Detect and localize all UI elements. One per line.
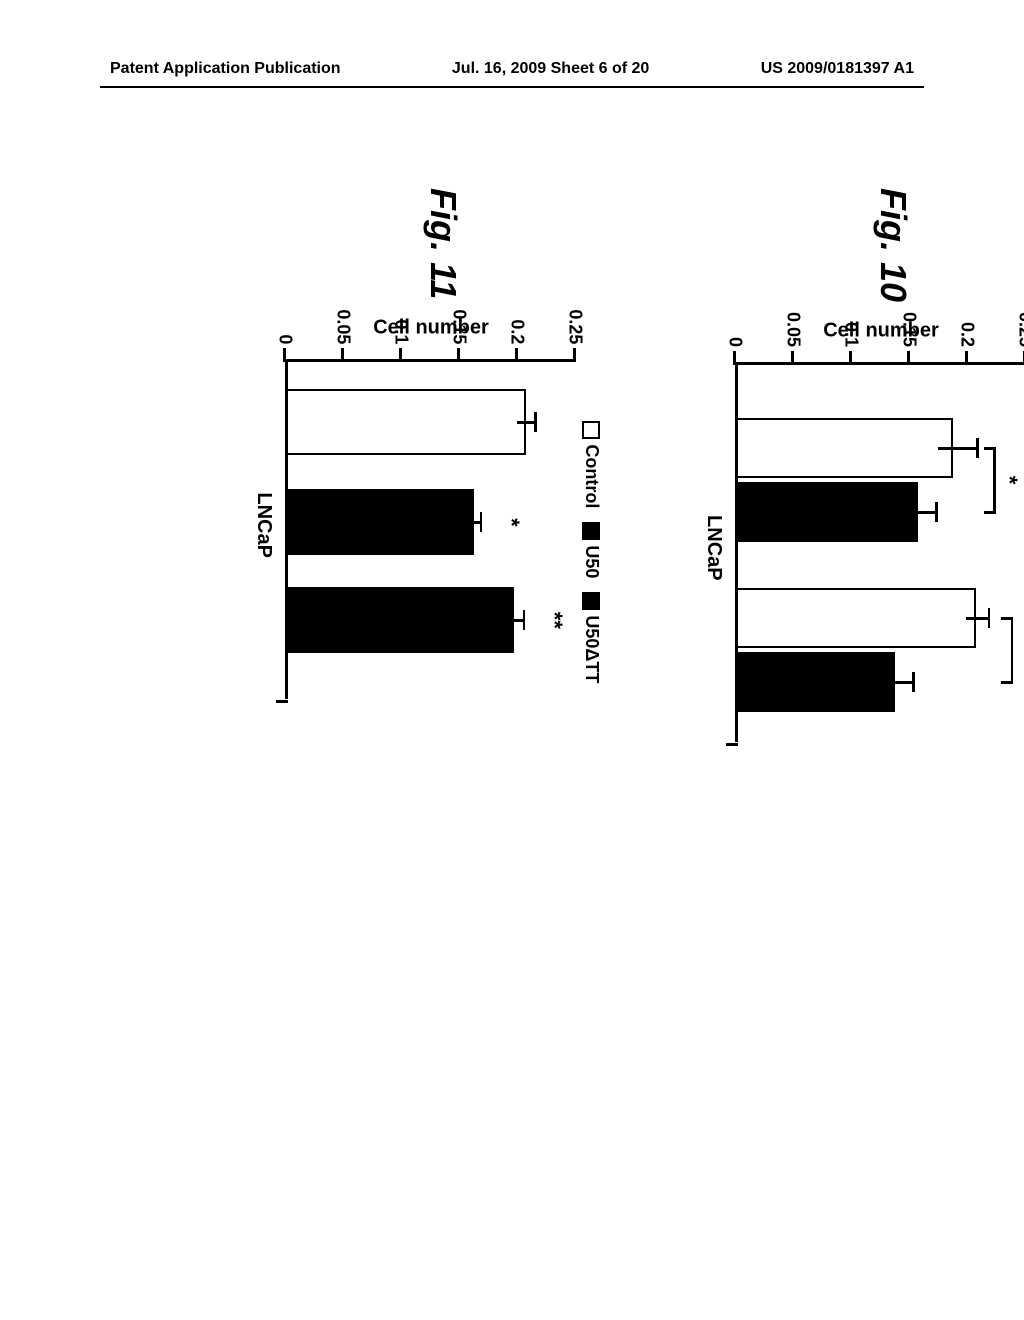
error-bar xyxy=(882,681,914,684)
ytick xyxy=(966,351,969,365)
legend-swatch xyxy=(583,522,601,540)
bar xyxy=(738,482,918,542)
error-cap xyxy=(534,412,537,432)
fig10-block: Fig. 10 ControlU50'U50/U50' Cell number … xyxy=(735,188,1024,742)
header-rule xyxy=(100,86,924,88)
fig11-chart: ControlU50U50ΔTT Cell number 00.050.10.1… xyxy=(285,359,602,699)
fig10-plot: Cell number 00.050.10.150.20.25LNCaP*** xyxy=(735,362,1024,742)
sig-label: * xyxy=(498,518,524,527)
sig-bracket-tick xyxy=(984,447,996,450)
sig-label: * xyxy=(996,476,1022,485)
ytick-label: 0.05 xyxy=(333,309,354,344)
ytick-label: 0.2 xyxy=(957,322,978,347)
bar xyxy=(288,489,474,555)
ytick xyxy=(734,351,737,365)
ytick-label: 0.1 xyxy=(841,322,862,347)
xtick xyxy=(276,700,288,703)
ytick xyxy=(574,348,577,362)
error-cap xyxy=(936,502,939,522)
legend-label: U50ΔTT xyxy=(581,615,602,683)
header-center: Jul. 16, 2009 Sheet 6 of 20 xyxy=(452,60,649,78)
legend-swatch xyxy=(583,592,601,610)
fig11-label: Fig. 11 xyxy=(423,188,465,299)
ytick xyxy=(792,351,795,365)
sig-label: ** xyxy=(1013,641,1024,658)
ytick-label: 0.15 xyxy=(899,312,920,347)
content-rotated: Fig. 10 ControlU50'U50/U50' Cell number … xyxy=(2,318,1022,1102)
bar xyxy=(738,588,976,648)
fig11-block: Fig. 11 ControlU50U50ΔTT Cell number 00.… xyxy=(285,188,602,699)
ytick xyxy=(400,348,403,362)
fig11-plot: Cell number 00.050.10.150.20.25LNCaP*** xyxy=(285,359,575,699)
error-bar xyxy=(938,447,979,450)
error-bar xyxy=(906,511,938,514)
legend-label: Control xyxy=(581,444,602,508)
legend-item: U50 xyxy=(581,522,602,578)
sig-bracket-tick xyxy=(1001,681,1013,684)
xlabel: LNCaP xyxy=(252,492,275,558)
ytick-label: 0.25 xyxy=(1015,312,1024,347)
error-bar xyxy=(966,617,990,620)
legend-item: Control xyxy=(581,421,602,508)
error-cap xyxy=(976,438,979,458)
ytick-label: 0 xyxy=(275,334,296,344)
sig-label: ** xyxy=(541,612,567,629)
header-left: Patent Application Publication xyxy=(110,60,341,78)
error-cap xyxy=(523,610,526,630)
ytick xyxy=(850,351,853,365)
ytick-label: 0.15 xyxy=(449,309,470,344)
legend-item: U50ΔTT xyxy=(581,592,602,683)
ytick-label: 0.05 xyxy=(783,312,804,347)
bar xyxy=(738,418,953,478)
ytick xyxy=(908,351,911,365)
ytick-label: 0.25 xyxy=(565,309,586,344)
ytick xyxy=(458,348,461,362)
fig11-legend: Control U50 U50ΔTT xyxy=(581,421,602,699)
error-cap xyxy=(912,672,915,692)
fig10-label: Fig. 10 xyxy=(873,188,915,302)
error-cap xyxy=(480,512,483,532)
ytick-label: 0.1 xyxy=(391,319,412,344)
page-header: Patent Application Publication Jul. 16, … xyxy=(0,60,1024,78)
header-right: US 2009/0181397 A1 xyxy=(761,60,914,78)
legend-label: U50 xyxy=(581,545,602,578)
bar xyxy=(288,389,526,455)
legend-swatch xyxy=(583,421,601,439)
ytick-label: 0.2 xyxy=(507,319,528,344)
xtick xyxy=(726,743,738,746)
fig10-chart: ControlU50'U50/U50' Cell number 00.050.1… xyxy=(735,362,1024,742)
bar xyxy=(288,587,514,653)
ytick xyxy=(284,348,287,362)
ytick xyxy=(516,348,519,362)
sig-bracket-tick xyxy=(1001,617,1013,620)
error-cap xyxy=(988,608,991,628)
xlabel: LNCaP xyxy=(702,515,725,581)
ytick-label: 0 xyxy=(725,337,746,347)
bar xyxy=(738,652,895,712)
ytick xyxy=(342,348,345,362)
sig-bracket-tick xyxy=(984,511,996,514)
